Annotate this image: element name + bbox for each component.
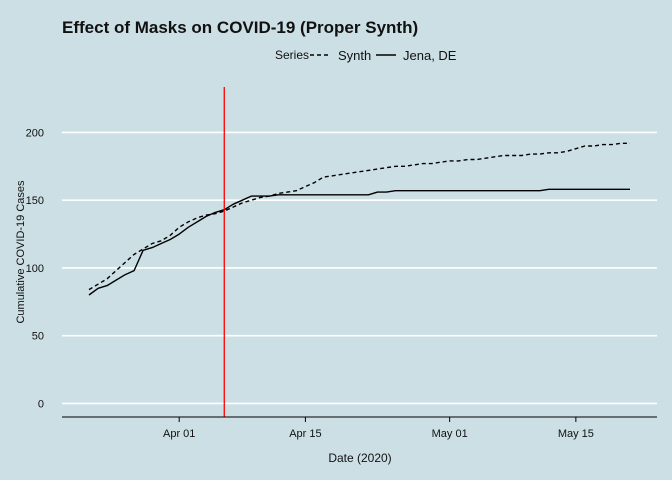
series-line-jena (88, 188, 630, 296)
y-tick-label: 0 (38, 398, 44, 410)
legend: Series Synth Jena, DE (275, 48, 457, 63)
y-tick-label: 150 (26, 195, 44, 207)
x-axis-ticks: Apr 01 Apr 15 May 01 May 15 (163, 417, 594, 440)
y-tick-label: 100 (26, 263, 44, 275)
x-tick-label: Apr 01 (163, 428, 195, 440)
x-tick-label: Apr 15 (289, 428, 321, 440)
legend-title: Series (275, 48, 309, 62)
series-line-synth (88, 142, 630, 291)
grid-lines (62, 131, 657, 405)
x-tick-label: May 01 (432, 428, 468, 440)
chart-title: Effect of Masks on COVID-19 (Proper Synt… (62, 18, 418, 37)
series-lines (88, 142, 630, 296)
x-axis-label: Date (2020) (328, 451, 391, 465)
legend-label-synth: Synth (338, 48, 371, 63)
legend-label-jena: Jena, DE (403, 48, 457, 63)
y-tick-label: 50 (32, 331, 44, 343)
y-axis-ticks: 0 50 100 150 200 (26, 127, 44, 410)
x-tick-label: May 15 (558, 428, 594, 440)
y-tick-label: 200 (26, 127, 44, 139)
y-axis-label: Cumulative COVID-19 Cases (15, 180, 27, 324)
